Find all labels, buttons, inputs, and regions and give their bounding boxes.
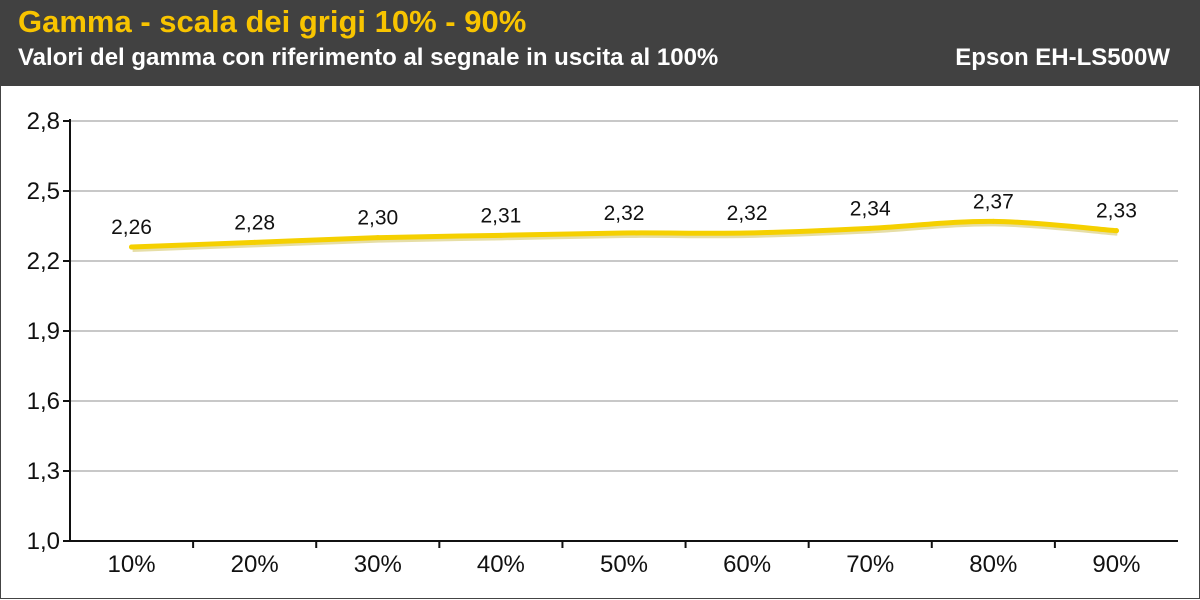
- data-label: 2,28: [234, 211, 275, 234]
- data-point: [744, 230, 750, 236]
- data-label: 2,32: [727, 202, 768, 225]
- x-tick-label: 10%: [108, 551, 156, 578]
- data-label: 2,30: [357, 207, 398, 230]
- data-point: [990, 218, 996, 224]
- y-tick-label: 2,5: [27, 178, 60, 205]
- x-tick-label: 90%: [1092, 551, 1140, 578]
- device-name: Epson EH-LS500W: [955, 44, 1170, 71]
- data-point: [621, 230, 627, 236]
- chart-subtitle: Valori del gamma con riferimento al segn…: [18, 44, 719, 71]
- data-label: 2,32: [604, 202, 645, 225]
- chart-header: Gamma - scala dei grigi 10% - 90% Valori…: [0, 0, 1200, 86]
- y-tick-label: 1,9: [27, 318, 60, 345]
- y-tick-label: 2,2: [27, 248, 60, 275]
- data-label: 2,33: [1096, 200, 1137, 223]
- data-point: [375, 235, 381, 241]
- x-tick-label: 70%: [846, 551, 894, 578]
- y-tick-label: 2,8: [27, 108, 60, 135]
- y-tick-label: 1,0: [27, 528, 60, 555]
- x-tick-label: 30%: [354, 551, 402, 578]
- series-line-shadow: [132, 220, 1118, 252]
- x-tick-label: 50%: [600, 551, 648, 578]
- data-point: [1113, 228, 1119, 234]
- x-tick-label: 60%: [723, 551, 771, 578]
- data-label: 2,34: [850, 197, 891, 220]
- y-tick-label: 1,3: [27, 458, 60, 485]
- data-label: 2,37: [973, 190, 1014, 213]
- data-label: 2,26: [111, 216, 152, 239]
- data-label: 2,31: [480, 204, 521, 227]
- x-tick-label: 80%: [969, 551, 1017, 578]
- data-point: [129, 244, 135, 250]
- x-tick-label: 20%: [231, 551, 279, 578]
- data-point: [252, 239, 258, 245]
- chart-title: Gamma - scala dei grigi 10% - 90%: [18, 4, 527, 39]
- chart-area: [0, 86, 1200, 599]
- x-tick-label: 40%: [477, 551, 525, 578]
- y-tick-label: 1,6: [27, 388, 60, 415]
- data-point: [867, 225, 873, 231]
- data-point: [498, 232, 504, 238]
